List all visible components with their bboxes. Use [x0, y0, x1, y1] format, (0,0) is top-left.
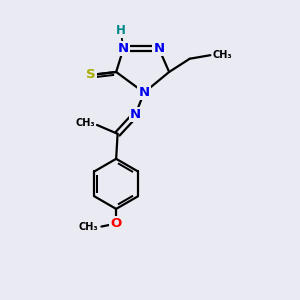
Text: N: N [139, 86, 150, 99]
Text: CH₃: CH₃ [213, 50, 232, 60]
Text: N: N [118, 42, 129, 55]
Text: CH₃: CH₃ [79, 222, 98, 232]
Text: CH₃: CH₃ [76, 118, 95, 128]
Text: O: O [110, 217, 122, 230]
Text: H: H [116, 24, 125, 37]
Text: S: S [86, 68, 96, 81]
Text: N: N [130, 108, 141, 121]
Text: N: N [153, 42, 164, 55]
